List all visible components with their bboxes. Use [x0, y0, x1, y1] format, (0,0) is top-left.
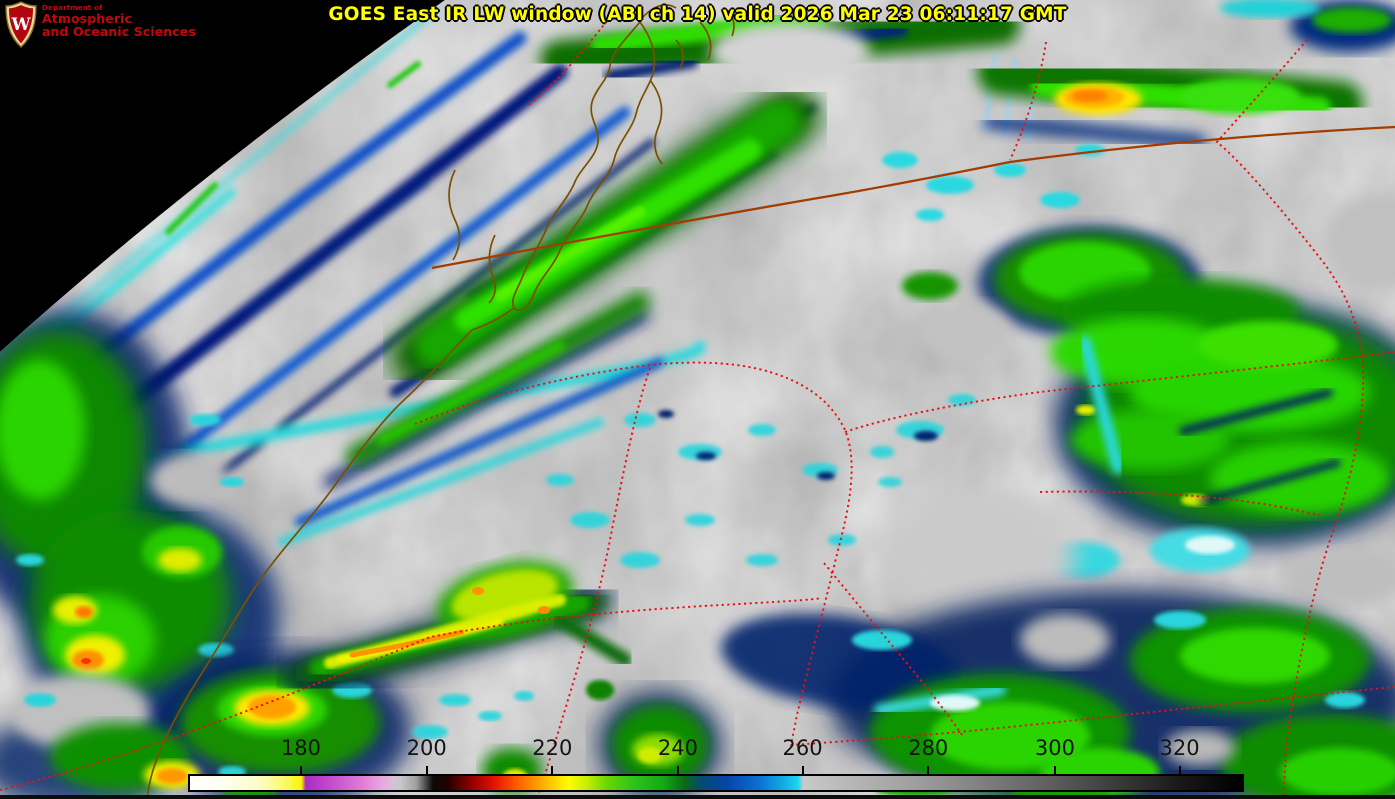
bottom-center-cold-streak — [283, 561, 722, 799]
colorbar-tick-label: 180 — [280, 736, 322, 760]
state-border-overlay — [0, 7, 1395, 799]
logo-line1: Atmospheric — [42, 11, 132, 27]
colorbar-tick-label: 260 — [782, 736, 823, 760]
bottom-scan-edge — [0, 795, 1395, 799]
colorbar-tick-mark — [801, 766, 804, 774]
colorbar-tick-label: 220 — [532, 736, 573, 760]
colorbar-tick-mark — [551, 766, 554, 774]
colorbar-tick-mark — [425, 766, 428, 774]
temperature-colorbar: 180 200 220 240 260 280 300 320 — [188, 738, 1244, 794]
right-green-field — [1040, 278, 1395, 606]
uw-aos-logo: W Department of Atmospheric and Oceanic … — [5, 1, 196, 48]
colorbar-tick-mark — [299, 766, 302, 774]
bottom-left-storm-cluster — [0, 652, 412, 799]
uw-crest-icon: W — [5, 1, 37, 48]
logo-line2: and Oceanic Sciences — [42, 24, 196, 40]
overshooting-top-orange-spot — [1054, 83, 1142, 115]
crest-monogram: W — [10, 15, 31, 35]
colorbar-tick-mark — [1053, 766, 1056, 774]
colorbar-tick-label: 200 — [406, 736, 447, 760]
colorbar-tick-label: 300 — [1034, 736, 1076, 760]
logo-department-line: Department of — [42, 4, 103, 12]
national-border-line — [431, 125, 1395, 270]
colorbar-tick-mark — [927, 766, 930, 774]
colorbar-tick-mark — [676, 766, 679, 774]
lake-river-outline-overlay — [146, 4, 735, 799]
colorbar-tick-label: 240 — [657, 736, 699, 760]
colorbar-tick-label: 280 — [908, 736, 949, 760]
image-title: GOES East IR LW window (ABI ch 14) valid… — [328, 4, 1067, 25]
colorbar-tick-mark — [1178, 766, 1181, 774]
colorbar-tick-label: 320 — [1159, 736, 1200, 760]
colorbar-gradient — [188, 774, 1244, 792]
left-green-field — [0, 310, 280, 740]
bottom-right-green-field — [720, 590, 1395, 799]
